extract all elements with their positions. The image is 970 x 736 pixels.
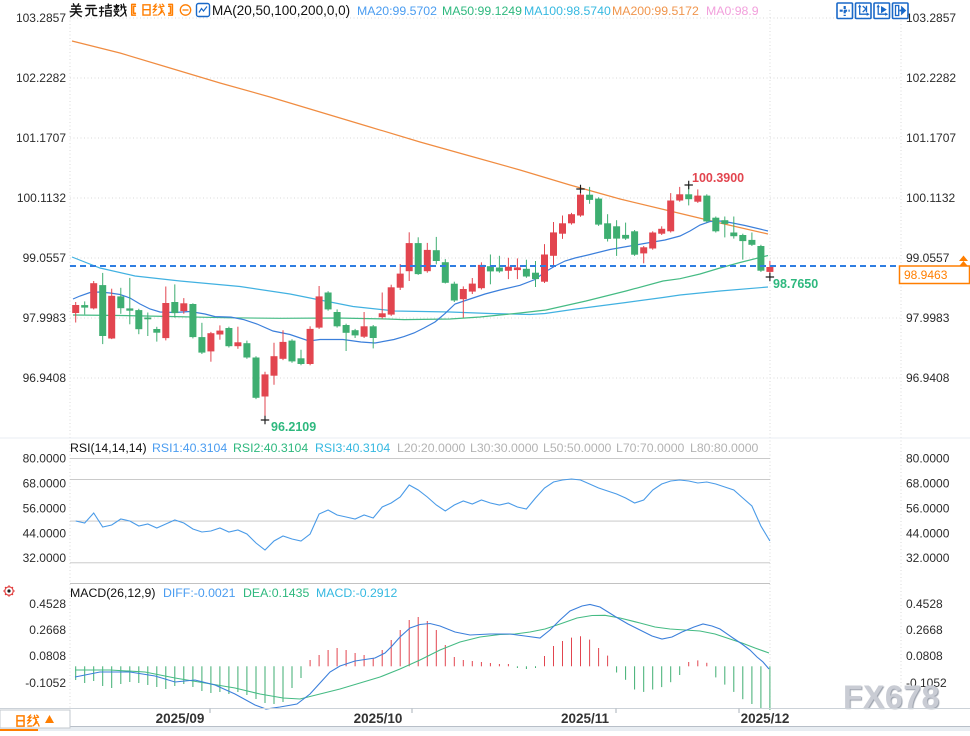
svg-text:MA100:98.5740: MA100:98.5740: [524, 4, 611, 18]
svg-text:0.4528: 0.4528: [906, 597, 943, 611]
svg-text:102.2282: 102.2282: [16, 71, 66, 85]
svg-text:100.3900: 100.3900: [692, 171, 744, 185]
svg-text:L70:70.0000: L70:70.0000: [616, 441, 685, 455]
svg-text:MACD(26,12,9): MACD(26,12,9): [70, 586, 155, 600]
svg-text:44.0000: 44.0000: [23, 526, 67, 540]
svg-text:98.7650: 98.7650: [773, 277, 818, 291]
svg-text:2025/10: 2025/10: [354, 711, 403, 726]
svg-text:99.0557: 99.0557: [23, 251, 67, 265]
svg-text:102.2282: 102.2282: [906, 71, 956, 85]
svg-text:RSI1:40.3104: RSI1:40.3104: [152, 441, 227, 455]
svg-text:MA0:98.9: MA0:98.9: [706, 4, 759, 18]
svg-text:DIFF:-0.0021: DIFF:-0.0021: [163, 586, 236, 600]
svg-text:2025/09: 2025/09: [156, 711, 205, 726]
svg-text:-0.1052: -0.1052: [25, 676, 66, 690]
svg-text:80.0000: 80.0000: [23, 452, 67, 466]
svg-text:32.0000: 32.0000: [906, 551, 950, 565]
svg-text:0.0808: 0.0808: [29, 649, 66, 663]
svg-text:0.2668: 0.2668: [906, 623, 943, 637]
svg-text:56.0000: 56.0000: [23, 501, 67, 515]
svg-text:99.0557: 99.0557: [906, 251, 950, 265]
svg-text:L30:30.0000: L30:30.0000: [470, 441, 539, 455]
svg-text:RSI3:40.3104: RSI3:40.3104: [315, 441, 390, 455]
svg-text:2025/12: 2025/12: [741, 711, 790, 726]
svg-text:103.2857: 103.2857: [16, 11, 66, 25]
svg-text:96.2109: 96.2109: [271, 420, 316, 434]
svg-text:FX678: FX678: [843, 679, 940, 715]
svg-text:-0.1052: -0.1052: [906, 676, 947, 690]
svg-text:MA200:99.5172: MA200:99.5172: [612, 4, 699, 18]
svg-text:96.9408: 96.9408: [906, 371, 950, 385]
svg-text:56.0000: 56.0000: [906, 501, 950, 515]
svg-text:2025/11: 2025/11: [561, 711, 610, 726]
svg-text:68.0000: 68.0000: [23, 477, 67, 491]
svg-text:44.0000: 44.0000: [906, 526, 950, 540]
svg-text:96.9408: 96.9408: [23, 371, 67, 385]
svg-text:0.0808: 0.0808: [906, 649, 943, 663]
svg-text:103.2857: 103.2857: [906, 11, 956, 25]
svg-text:80.0000: 80.0000: [906, 452, 950, 466]
svg-text:L50:50.0000: L50:50.0000: [543, 441, 612, 455]
svg-text:0.4528: 0.4528: [29, 597, 66, 611]
svg-text:L80:80.0000: L80:80.0000: [690, 441, 759, 455]
svg-text:68.0000: 68.0000: [906, 477, 950, 491]
svg-text:MA20:99.5702: MA20:99.5702: [357, 4, 437, 18]
svg-text:98.9463: 98.9463: [904, 268, 948, 282]
svg-text:101.1707: 101.1707: [16, 131, 66, 145]
svg-text:97.9983: 97.9983: [23, 311, 67, 325]
svg-text:MACD:-0.2912: MACD:-0.2912: [316, 586, 397, 600]
svg-text:0.2668: 0.2668: [29, 623, 66, 637]
svg-text:RSI2:40.3104: RSI2:40.3104: [233, 441, 308, 455]
svg-text:100.1132: 100.1132: [906, 191, 955, 205]
svg-text:MA50:99.1249: MA50:99.1249: [442, 4, 522, 18]
svg-text:32.0000: 32.0000: [23, 551, 67, 565]
svg-text:MA(20,50,100,200,0,0): MA(20,50,100,200,0,0): [212, 3, 350, 18]
svg-text:RSI(14,14,14): RSI(14,14,14): [70, 441, 147, 455]
svg-text:97.9983: 97.9983: [906, 311, 950, 325]
svg-text:DEA:0.1435: DEA:0.1435: [243, 586, 309, 600]
svg-text:101.1707: 101.1707: [906, 131, 956, 145]
svg-text:100.1132: 100.1132: [17, 191, 66, 205]
svg-text:L20:20.0000: L20:20.0000: [397, 441, 466, 455]
